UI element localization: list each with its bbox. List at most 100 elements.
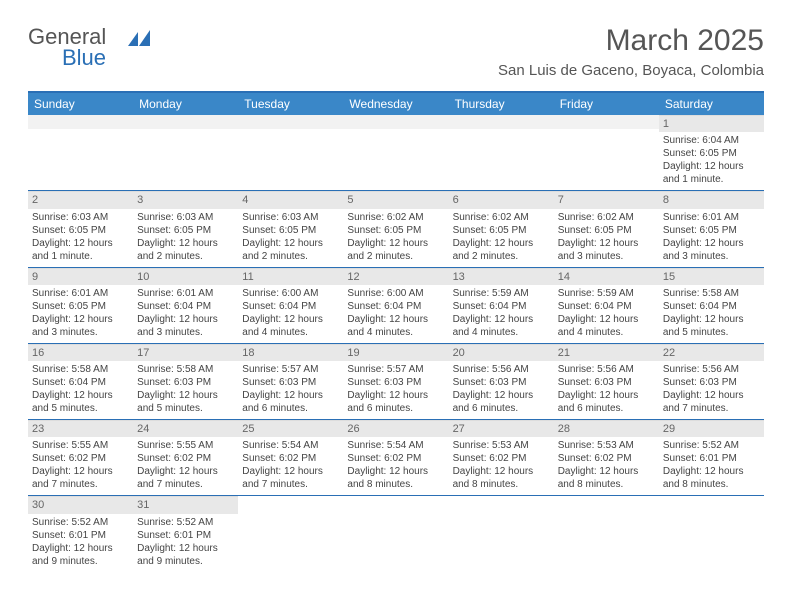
day-content: Sunrise: 5:56 AMSunset: 6:03 PMDaylight:… — [554, 361, 659, 419]
day-number — [343, 115, 448, 129]
daylight-line: Daylight: 12 hours and 3 minutes. — [558, 237, 655, 263]
day-cell: 30Sunrise: 5:52 AMSunset: 6:01 PMDayligh… — [28, 496, 133, 571]
day-number — [449, 496, 554, 510]
day-cell: 24Sunrise: 5:55 AMSunset: 6:02 PMDayligh… — [133, 420, 238, 495]
daylight-line: Daylight: 12 hours and 4 minutes. — [558, 313, 655, 339]
day-content: Sunrise: 5:56 AMSunset: 6:03 PMDaylight:… — [659, 361, 764, 419]
day-content: Sunrise: 5:58 AMSunset: 6:03 PMDaylight:… — [133, 361, 238, 419]
day-number: 20 — [449, 344, 554, 361]
day-cell: 18Sunrise: 5:57 AMSunset: 6:03 PMDayligh… — [238, 344, 343, 419]
calendar: SundayMondayTuesdayWednesdayThursdayFrid… — [28, 91, 764, 572]
location: San Luis de Gaceno, Boyaca, Colombia — [498, 62, 764, 79]
week-row: 30Sunrise: 5:52 AMSunset: 6:01 PMDayligh… — [28, 496, 764, 571]
day-content: Sunrise: 6:03 AMSunset: 6:05 PMDaylight:… — [133, 209, 238, 267]
sunset-line: Sunset: 6:05 PM — [137, 224, 234, 237]
day-content: Sunrise: 5:53 AMSunset: 6:02 PMDaylight:… — [554, 437, 659, 495]
day-header: Wednesday — [343, 93, 448, 115]
daylight-line: Daylight: 12 hours and 9 minutes. — [137, 542, 234, 568]
day-content: Sunrise: 5:52 AMSunset: 6:01 PMDaylight:… — [28, 514, 133, 572]
day-number: 4 — [238, 191, 343, 208]
sunrise-line: Sunrise: 5:54 AM — [242, 439, 339, 452]
sunrise-line: Sunrise: 5:52 AM — [32, 516, 129, 529]
day-cell: 21Sunrise: 5:56 AMSunset: 6:03 PMDayligh… — [554, 344, 659, 419]
sunset-line: Sunset: 6:02 PM — [558, 452, 655, 465]
day-number — [238, 115, 343, 129]
day-content: Sunrise: 5:56 AMSunset: 6:03 PMDaylight:… — [449, 361, 554, 419]
day-content: Sunrise: 6:00 AMSunset: 6:04 PMDaylight:… — [238, 285, 343, 343]
sunset-line: Sunset: 6:03 PM — [347, 376, 444, 389]
calendar-body: 1Sunrise: 6:04 AMSunset: 6:05 PMDaylight… — [28, 115, 764, 572]
daylight-line: Daylight: 12 hours and 1 minute. — [32, 237, 129, 263]
week-row: 16Sunrise: 5:58 AMSunset: 6:04 PMDayligh… — [28, 344, 764, 420]
day-cell: 4Sunrise: 6:03 AMSunset: 6:05 PMDaylight… — [238, 191, 343, 266]
daylight-line: Daylight: 12 hours and 2 minutes. — [453, 237, 550, 263]
daylight-line: Daylight: 12 hours and 5 minutes. — [32, 389, 129, 415]
sunset-line: Sunset: 6:03 PM — [453, 376, 550, 389]
day-cell: 3Sunrise: 6:03 AMSunset: 6:05 PMDaylight… — [133, 191, 238, 266]
day-number: 28 — [554, 420, 659, 437]
day-header: Sunday — [28, 93, 133, 115]
daylight-line: Daylight: 12 hours and 8 minutes. — [558, 465, 655, 491]
daylight-line: Daylight: 12 hours and 6 minutes. — [242, 389, 339, 415]
sunrise-line: Sunrise: 5:58 AM — [137, 363, 234, 376]
day-cell — [554, 496, 659, 571]
day-number: 1 — [659, 115, 764, 132]
sunrise-line: Sunrise: 5:58 AM — [663, 287, 760, 300]
day-number: 8 — [659, 191, 764, 208]
day-cell: 22Sunrise: 5:56 AMSunset: 6:03 PMDayligh… — [659, 344, 764, 419]
day-cell: 17Sunrise: 5:58 AMSunset: 6:03 PMDayligh… — [133, 344, 238, 419]
day-content: Sunrise: 5:52 AMSunset: 6:01 PMDaylight:… — [659, 437, 764, 495]
day-content: Sunrise: 6:03 AMSunset: 6:05 PMDaylight:… — [238, 209, 343, 267]
day-content: Sunrise: 5:59 AMSunset: 6:04 PMDaylight:… — [554, 285, 659, 343]
sunset-line: Sunset: 6:05 PM — [32, 300, 129, 313]
day-content: Sunrise: 6:03 AMSunset: 6:05 PMDaylight:… — [28, 209, 133, 267]
daylight-line: Daylight: 12 hours and 6 minutes. — [453, 389, 550, 415]
daylight-line: Daylight: 12 hours and 4 minutes. — [453, 313, 550, 339]
day-cell: 9Sunrise: 6:01 AMSunset: 6:05 PMDaylight… — [28, 268, 133, 343]
sunrise-line: Sunrise: 6:02 AM — [347, 211, 444, 224]
sunset-line: Sunset: 6:04 PM — [242, 300, 339, 313]
sunset-line: Sunset: 6:03 PM — [663, 376, 760, 389]
sunrise-line: Sunrise: 6:02 AM — [558, 211, 655, 224]
day-number: 18 — [238, 344, 343, 361]
day-cell: 10Sunrise: 6:01 AMSunset: 6:04 PMDayligh… — [133, 268, 238, 343]
day-cell: 7Sunrise: 6:02 AMSunset: 6:05 PMDaylight… — [554, 191, 659, 266]
day-cell — [343, 496, 448, 571]
day-content: Sunrise: 5:54 AMSunset: 6:02 PMDaylight:… — [238, 437, 343, 495]
day-cell: 15Sunrise: 5:58 AMSunset: 6:04 PMDayligh… — [659, 268, 764, 343]
sunset-line: Sunset: 6:02 PM — [453, 452, 550, 465]
sunset-line: Sunset: 6:02 PM — [242, 452, 339, 465]
sunset-line: Sunset: 6:04 PM — [453, 300, 550, 313]
day-number: 23 — [28, 420, 133, 437]
day-number — [449, 115, 554, 129]
title-block: March 2025 San Luis de Gaceno, Boyaca, C… — [498, 24, 764, 79]
day-cell: 16Sunrise: 5:58 AMSunset: 6:04 PMDayligh… — [28, 344, 133, 419]
sunset-line: Sunset: 6:05 PM — [453, 224, 550, 237]
sunrise-line: Sunrise: 6:03 AM — [137, 211, 234, 224]
day-number: 29 — [659, 420, 764, 437]
week-row: 1Sunrise: 6:04 AMSunset: 6:05 PMDaylight… — [28, 115, 764, 191]
sunrise-line: Sunrise: 5:52 AM — [663, 439, 760, 452]
day-cell — [343, 115, 448, 190]
sunrise-line: Sunrise: 6:03 AM — [32, 211, 129, 224]
day-number: 2 — [28, 191, 133, 208]
daylight-line: Daylight: 12 hours and 6 minutes. — [558, 389, 655, 415]
day-content: Sunrise: 5:54 AMSunset: 6:02 PMDaylight:… — [343, 437, 448, 495]
daylight-line: Daylight: 12 hours and 3 minutes. — [32, 313, 129, 339]
daylight-line: Daylight: 12 hours and 1 minute. — [663, 160, 760, 186]
sunrise-line: Sunrise: 5:53 AM — [453, 439, 550, 452]
sunrise-line: Sunrise: 5:56 AM — [453, 363, 550, 376]
day-number: 11 — [238, 268, 343, 285]
logo-line2: Blue — [62, 45, 106, 71]
daylight-line: Daylight: 12 hours and 6 minutes. — [347, 389, 444, 415]
sunrise-line: Sunrise: 5:57 AM — [242, 363, 339, 376]
day-number: 30 — [28, 496, 133, 513]
sunset-line: Sunset: 6:04 PM — [347, 300, 444, 313]
sunset-line: Sunset: 6:01 PM — [32, 529, 129, 542]
day-number: 25 — [238, 420, 343, 437]
sunset-line: Sunset: 6:01 PM — [137, 529, 234, 542]
sunrise-line: Sunrise: 5:59 AM — [558, 287, 655, 300]
sunrise-line: Sunrise: 5:59 AM — [453, 287, 550, 300]
day-number: 15 — [659, 268, 764, 285]
daylight-line: Daylight: 12 hours and 2 minutes. — [242, 237, 339, 263]
